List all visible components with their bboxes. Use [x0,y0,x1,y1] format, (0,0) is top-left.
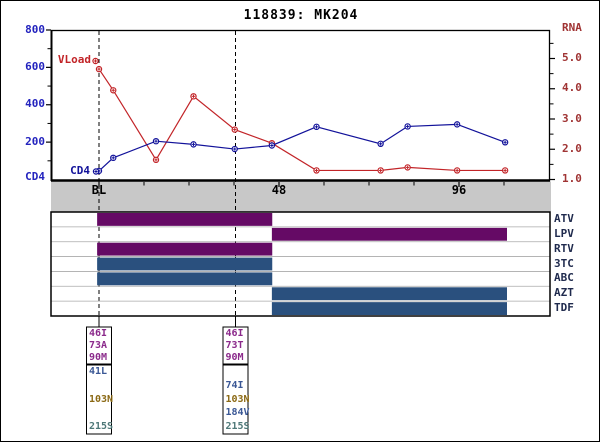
cd4-axis-label: CD4 [25,170,45,183]
med-bar-3tc [97,257,273,271]
mutation-label: 90M [225,352,244,364]
cd4-axis-tick-label: 800 [25,22,45,36]
mutation-label: 73A [89,339,108,351]
rna-axis-tick-label: 1.0 [562,172,582,185]
cd4-axis-tick-label: 200 [25,134,45,148]
rna-axis-tick-label: 3.0 [562,111,582,125]
cd4-series-line [98,123,506,172]
rna-axis-label: RNA [562,21,582,34]
cd4-axis-tick-label: 400 [25,97,45,111]
mutation-label: 46I [89,327,108,339]
rna-axis-tick-label: 2.0 [562,141,582,155]
rna-axis-tick-label: 4.0 [562,81,582,95]
med-label-azt: AZT [554,286,574,300]
x-axis-tick-label: BL [91,183,107,197]
mutation-label: 103N [225,393,250,405]
mutation-label: 46I [225,327,244,339]
med-bar-tdf [271,302,507,315]
mutation-label: 90M [89,352,108,364]
x-axis-tick-label: 48 [271,183,287,197]
med-label-3tc: 3TC [554,256,574,270]
mutation-label: 41L [89,366,108,377]
med-bar-atv [97,213,273,226]
mutation-box-protease [86,326,112,365]
med-label-lpv: LPV [554,226,574,240]
cd4-axis-tick-label: 600 [25,59,45,73]
med-bar-abc [97,272,273,286]
cd4-legend-label: CD4 [70,164,90,177]
plot-border [50,29,551,182]
mutation-label: 184V [225,407,250,419]
med-label-atv: ATV [554,211,574,225]
medication-panel-border [50,211,551,317]
mutation-label: 215S [89,421,114,433]
x-axis-band [51,181,551,212]
med-bar-lpv [271,227,507,241]
vload-legend-label: VLoad [57,53,91,66]
page-title: 118839: MK204 [243,8,359,23]
x-axis-tick-label: 96 [451,183,467,197]
med-bar-rtv [97,242,273,256]
mutation-label: 215S [225,421,250,433]
mutation-label: 103N [89,393,114,405]
vload-series-line [98,68,506,172]
med-bar-azt [271,287,507,301]
rna-axis-tick-label: 5.0 [562,51,582,64]
med-label-abc: ABC [554,271,574,285]
mutation-box-rt [222,364,249,435]
med-label-rtv: RTV [554,241,574,255]
mutation-box-rt [86,364,112,435]
mutation-label: 73T [225,339,244,351]
mutation-box-protease [222,326,249,365]
mutation-label: 74I [225,379,244,391]
med-label-tdf: TDF [554,301,574,315]
